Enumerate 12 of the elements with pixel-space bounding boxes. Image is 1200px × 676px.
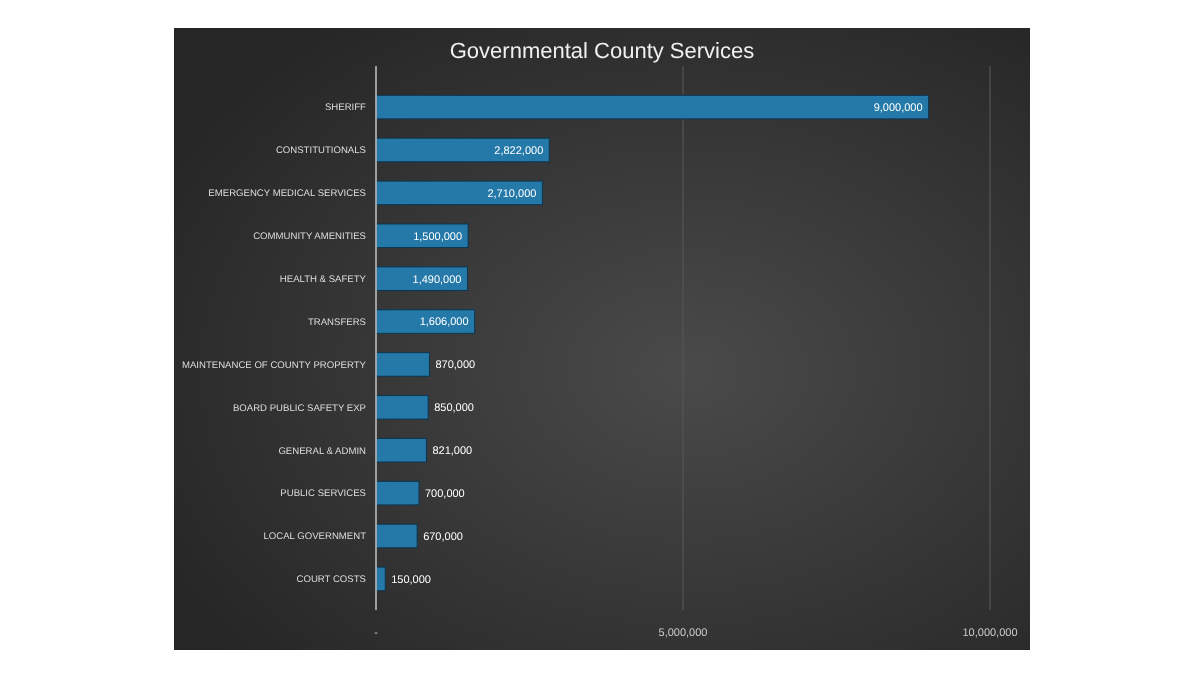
bar <box>375 437 427 463</box>
bar <box>375 395 429 420</box>
chart-title: Governmental County Services <box>449 40 756 64</box>
bar <box>375 309 476 334</box>
bar <box>375 352 430 377</box>
bar <box>375 180 543 206</box>
bar <box>375 94 930 120</box>
bar <box>375 566 386 592</box>
bar <box>375 523 418 549</box>
bar <box>375 137 550 163</box>
bar <box>375 223 469 249</box>
bar <box>375 480 420 506</box>
